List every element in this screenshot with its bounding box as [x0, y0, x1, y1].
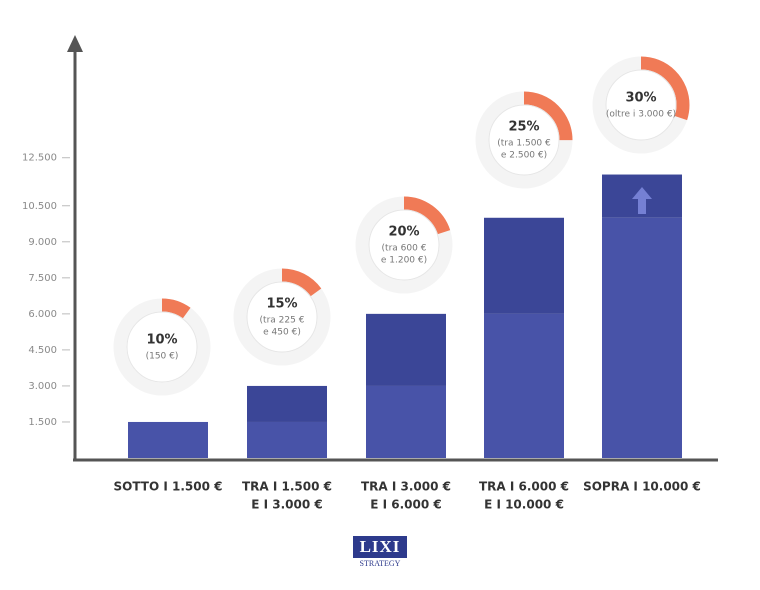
bar-segment	[484, 217, 564, 314]
logo-title: LIXI	[360, 537, 401, 556]
donut-arc	[233, 268, 331, 366]
share-note: (tra 1.500 €	[497, 139, 551, 149]
x-tick-label: E I 10.000 €	[484, 498, 564, 512]
bar-segment	[602, 217, 682, 458]
y-tick-label: 6.000	[28, 309, 57, 320]
y-tick-label: 1.500	[28, 417, 57, 428]
bar-segment	[247, 421, 327, 458]
x-tick-label: TRA I 6.000 €	[479, 480, 569, 494]
y-axis-arrow	[67, 35, 83, 52]
share-label: 20%	[388, 225, 419, 240]
donut-center	[605, 69, 677, 141]
y-tick-label: 3.000	[28, 381, 57, 392]
bar-segment	[247, 385, 327, 422]
logo-box	[353, 536, 407, 558]
y-tick-label: 9.000	[28, 237, 57, 248]
share-note: e 1.200 €)	[381, 256, 427, 266]
share-label: 15%	[266, 297, 297, 312]
share-note: e 450 €)	[263, 328, 301, 338]
y-tick-label: 7.500	[28, 273, 57, 284]
donut-arc	[475, 91, 573, 189]
x-tick-label: E I 6.000 €	[370, 498, 442, 512]
share-label: 25%	[508, 120, 539, 135]
share-note: e 2.500 €)	[501, 151, 547, 161]
x-tick-label: SOTTO I 1.500 €	[114, 480, 223, 494]
share-label: 10%	[146, 333, 177, 348]
bar-segment	[484, 313, 564, 458]
bar-segment	[366, 385, 446, 458]
x-tick-label: TRA I 1.500 €	[242, 480, 332, 494]
donut-center	[126, 311, 198, 383]
y-tick-label: 4.500	[28, 345, 57, 356]
y-tick-label: 12.500	[22, 153, 57, 164]
x-tick-label: SOPRA I 10.000 €	[583, 480, 701, 494]
donut-center	[488, 104, 560, 176]
logo-subtitle: STRATEGY	[360, 559, 401, 568]
donut-center	[368, 209, 440, 281]
bar-segment	[366, 313, 446, 386]
share-note: (tra 225 €	[260, 316, 305, 326]
donut-center	[246, 281, 318, 353]
donut-arc	[592, 56, 690, 154]
donut-arc	[113, 298, 211, 396]
share-note: (150 €)	[146, 352, 179, 362]
bar-segment	[128, 421, 208, 458]
donut-arc	[355, 196, 453, 294]
x-tick-label: E I 3.000 €	[251, 498, 323, 512]
x-tick-label: TRA I 3.000 €	[361, 480, 451, 494]
share-note: (tra 600 €	[382, 244, 427, 254]
y-tick-label: 10.500	[22, 201, 57, 212]
up-arrow	[632, 187, 652, 214]
share-label: 30%	[625, 91, 656, 106]
share-note: (oltre i 3.000 €)	[606, 110, 676, 120]
